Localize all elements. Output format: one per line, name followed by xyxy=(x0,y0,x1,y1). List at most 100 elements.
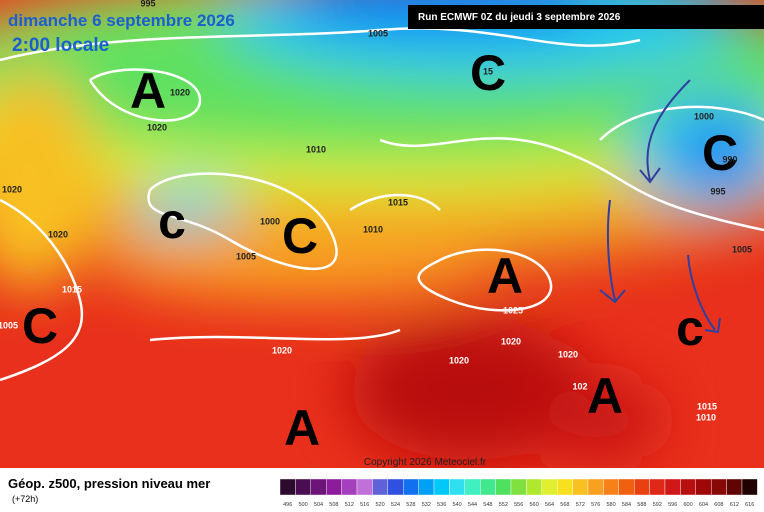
colorbar-label: 596 xyxy=(668,502,677,508)
pressure-center: C xyxy=(702,125,738,181)
isobar-label: 1020 xyxy=(147,122,167,132)
colorbar-label: 532 xyxy=(422,502,431,508)
colorbar-swatch xyxy=(418,478,435,496)
colorbar-label: 500 xyxy=(299,502,308,508)
colorbar-swatch xyxy=(341,478,358,496)
colorbar-swatch xyxy=(310,478,327,496)
colorbar-label: 584 xyxy=(622,502,631,508)
colorbar-swatch xyxy=(387,478,404,496)
colorbar-swatch xyxy=(295,478,311,496)
forecast-date: dimanche 6 septembre 2026 xyxy=(8,11,235,30)
colorbar-swatch xyxy=(587,478,604,496)
colorbar-swatch xyxy=(464,478,481,496)
colorbar-swatch xyxy=(618,478,635,496)
colorbar-swatch xyxy=(741,478,758,496)
isobar-label: 1020 xyxy=(170,87,190,97)
colorbar-swatch xyxy=(557,478,573,496)
pressure-center: C xyxy=(22,298,58,354)
colorbar-swatch xyxy=(664,478,681,496)
colorbar-label: 564 xyxy=(545,502,554,508)
hand-arrows xyxy=(599,79,721,334)
footer-title: Géop. z500, pression niveau mer xyxy=(8,476,210,491)
colorbar-label: 520 xyxy=(376,502,385,508)
colorbar-label: 568 xyxy=(560,502,569,508)
colorbar-swatch xyxy=(510,478,527,496)
colorbar-swatch xyxy=(495,478,512,496)
pressure-center: C xyxy=(470,45,506,101)
colorbar-swatch xyxy=(279,478,296,496)
colorbar-swatch xyxy=(326,478,342,496)
colorbar-label: 608 xyxy=(714,502,723,508)
colorbar-label: 528 xyxy=(406,502,415,508)
colorbar-swatch xyxy=(356,478,373,496)
colorbar-swatch xyxy=(433,478,450,496)
colorbar-label: 540 xyxy=(453,502,462,508)
colorbar-label: 512 xyxy=(345,502,354,508)
colorbar-swatch xyxy=(572,478,589,496)
colorbar-label: 612 xyxy=(730,502,739,508)
colorbar-swatch xyxy=(726,478,743,496)
colorbar-label: 496 xyxy=(283,502,292,508)
colorbar-swatch xyxy=(695,478,712,496)
pressure-center: c xyxy=(158,193,186,249)
pressure-center: c xyxy=(676,300,704,356)
colorbar-label: 552 xyxy=(499,502,508,508)
colorbar-swatch xyxy=(603,478,620,496)
pressure-center: C xyxy=(282,208,318,264)
isobar-label: 1020 xyxy=(2,184,22,194)
isobar-label: 1020 xyxy=(272,345,292,355)
colorbar-label: 536 xyxy=(437,502,446,508)
run-info: Run ECMWF 0Z du jeudi 3 septembre 2026 xyxy=(418,12,621,23)
isobar-label: 1015 xyxy=(62,284,82,294)
isobar-label: 1020 xyxy=(558,349,578,359)
isobar-label: 1000 xyxy=(694,111,714,121)
colorbar-label: 560 xyxy=(530,502,539,508)
run-box xyxy=(408,5,764,29)
isobar-label: 995 xyxy=(710,186,725,196)
isobar-label: 990 xyxy=(722,154,737,164)
colorbar-swatch xyxy=(711,478,727,496)
isobar-label: 1025 xyxy=(503,305,523,315)
colorbar-swatch xyxy=(526,478,543,496)
isobar-label: 1020 xyxy=(501,336,521,346)
isobars xyxy=(0,27,764,382)
colorbar-swatch xyxy=(480,478,496,496)
pressure-center: A xyxy=(587,368,623,424)
isobar-label: 1005 xyxy=(236,251,256,261)
colorbar-label: 588 xyxy=(637,502,646,508)
isobar-label: 102 xyxy=(572,381,587,391)
colorbar-label: 504 xyxy=(314,502,323,508)
pressure-center: A xyxy=(284,400,320,456)
colorbar-swatch xyxy=(449,478,465,496)
isobar-label: 1015 xyxy=(388,197,408,207)
colorbar-label: 600 xyxy=(684,502,693,508)
colorbar-swatch xyxy=(680,478,697,496)
colorbar-label: 508 xyxy=(329,502,338,508)
colorbar-label: 580 xyxy=(607,502,616,508)
isobar-labels: 9951005102010201010102010201000100510151… xyxy=(0,0,752,422)
colorbar-swatch xyxy=(649,478,666,496)
isobar-label: 1020 xyxy=(449,355,469,365)
isobar-label: 15 xyxy=(483,66,493,76)
isobar-label: 1000 xyxy=(260,216,280,226)
colorbar-label: 556 xyxy=(514,502,523,508)
colorbar: 496 500 504 508 512 516 520 524 528 532 536 540 544 5… xyxy=(279,478,758,508)
colorbar-label: 576 xyxy=(591,502,600,508)
isobar-label: 1005 xyxy=(732,244,752,254)
footer-lead: (+72h) xyxy=(12,494,38,504)
map-field: A CCc CAC cAA 99510051020102010101020102010… xyxy=(0,0,764,468)
colorbar-swatch xyxy=(403,478,419,496)
colorbar-label: 592 xyxy=(653,502,662,508)
colorbar-label: 548 xyxy=(483,502,492,508)
forecast-time: 2:00 locale xyxy=(12,35,109,56)
colorbar-label: 616 xyxy=(745,502,754,508)
pressure-center: A xyxy=(487,248,523,304)
colorbar-label: 524 xyxy=(391,502,400,508)
pressure-centers: A CCc CAC cAA xyxy=(22,45,738,456)
isobar-label: 1005 xyxy=(0,320,18,330)
colorbar-label: 604 xyxy=(699,502,708,508)
colorbar-label: 572 xyxy=(576,502,585,508)
isobar-label: 1020 xyxy=(48,229,68,239)
copyright: Copyright 2026 Meteociel.fr xyxy=(364,457,487,468)
